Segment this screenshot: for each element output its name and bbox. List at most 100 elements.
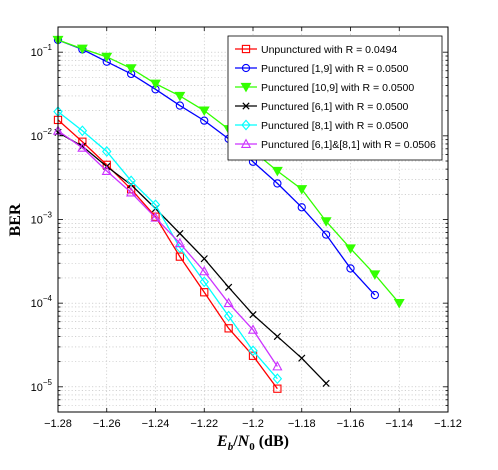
data-point [198, 106, 210, 117]
data-point [321, 230, 331, 239]
data-point [77, 142, 88, 152]
data-point [345, 244, 356, 254]
data-point [273, 384, 282, 393]
x-tick-label: −1.24 [142, 418, 170, 430]
data-point [225, 283, 233, 291]
data-point [174, 91, 186, 102]
legend-box [227, 35, 443, 161]
data-point [126, 175, 136, 187]
data-point [223, 310, 234, 322]
y-tick-label: 10−2 [31, 127, 53, 143]
legend-entry: Punctured [1,9] with R = 0.0500 [235, 63, 409, 75]
data-point [247, 324, 259, 334]
data-point [369, 270, 381, 280]
series-line [57, 111, 278, 380]
legend-label: Unpunctured with R = 0.0494 [261, 44, 397, 56]
data-point [199, 265, 210, 276]
data-point [150, 79, 161, 90]
data-point [150, 212, 161, 222]
x-tick-label: −1.26 [93, 418, 121, 430]
data-point-stroke [298, 354, 306, 362]
data-point-stroke [242, 102, 250, 110]
x-tick-label: −1.12 [434, 418, 462, 430]
x-tick-label: −1.22 [190, 418, 218, 430]
legend-label: Punctured [8,1] with R = 0.0500 [261, 120, 409, 132]
data-point [346, 264, 355, 273]
legend: Unpunctured with R = 0.0494 Punctured [1,… [227, 35, 443, 161]
data-point [370, 290, 380, 300]
data-point [126, 186, 137, 197]
data-point [298, 354, 306, 362]
data-point [102, 146, 112, 157]
x-tick-label: −1.18 [288, 418, 316, 430]
legend-label: Punctured [6,1] with R = 0.0500 [261, 101, 409, 113]
data-point [101, 165, 112, 175]
data-point [272, 360, 283, 371]
series-line [57, 119, 278, 390]
legend-label: Punctured [1,9] with R = 0.0500 [261, 63, 409, 75]
x-tick-label: −1.2 [242, 418, 264, 430]
ticks [57, 26, 449, 413]
x-tick-label: −1.28 [44, 418, 72, 430]
data-point [297, 203, 306, 212]
data-point [296, 185, 308, 195]
data-point [223, 297, 234, 308]
legend-entry: Punctured [6,1] with R = 0.0500 [235, 101, 409, 113]
data-point [393, 299, 405, 309]
x-axis-label: Eb/N0 (dB) [216, 433, 289, 453]
data-point [224, 324, 233, 333]
tick-labels: −1.28 −1.26 −1.24 −1.22 −1.2 −1.18 −1.16 −1.14 −… [31, 43, 462, 430]
x-tick-label: −1.16 [337, 418, 365, 430]
data-point [241, 119, 251, 131]
data-point [273, 332, 281, 341]
data-point [174, 237, 185, 248]
legend-entry: Punctured [8,1] with R = 0.0500 [235, 119, 409, 132]
data-point-stroke [322, 379, 330, 387]
legend-label: Punctured [6,1]&[8,1] with R = 0.0506 [261, 139, 436, 151]
series-line [57, 39, 376, 296]
y-tick-label: 10−5 [31, 378, 53, 394]
data-point [125, 64, 137, 74]
data-point [102, 160, 111, 170]
data-point [200, 116, 209, 125]
data-point [77, 125, 88, 137]
legend-label: Punctured [10,9] with R = 0.0500 [261, 82, 414, 94]
data-point [199, 276, 209, 288]
data-point [320, 217, 332, 227]
data-point-stroke [273, 332, 281, 341]
data-point [271, 166, 283, 177]
y-axis-label: BER [7, 203, 24, 236]
legend-entry: Punctured [10,9] with R = 0.0500 [235, 82, 414, 94]
x-tick-label: −1.14 [385, 418, 413, 430]
data-point [273, 179, 282, 188]
data-point [78, 137, 87, 146]
y-tick-label: 10−1 [31, 43, 53, 59]
legend-entry: Unpunctured with R = 0.0494 [235, 44, 397, 56]
data-point [242, 102, 250, 110]
data-point-stroke [225, 283, 233, 291]
data-point [101, 52, 113, 63]
data-point [150, 199, 161, 211]
data-point [200, 288, 209, 297]
data-point [175, 101, 185, 110]
data-point-stroke [200, 255, 208, 263]
data-point-stroke [176, 229, 184, 238]
data-point [248, 345, 258, 357]
legend-entry: Punctured [6,1]&[8,1] with R = 0.0506 [235, 138, 436, 151]
data-point [240, 138, 252, 148]
data-point [241, 63, 251, 73]
data-point [76, 44, 88, 55]
data-point [240, 82, 252, 93]
data-point [241, 44, 251, 54]
series-line [57, 131, 327, 384]
data-point [322, 379, 330, 387]
data-point [249, 310, 257, 319]
data-point [176, 229, 184, 238]
data-point [272, 373, 283, 385]
data-point [200, 255, 208, 263]
series-line [57, 130, 278, 367]
y-tick-label: 10−4 [31, 294, 53, 310]
y-tick-label: 10−3 [31, 211, 53, 227]
data-point-stroke [249, 310, 257, 319]
